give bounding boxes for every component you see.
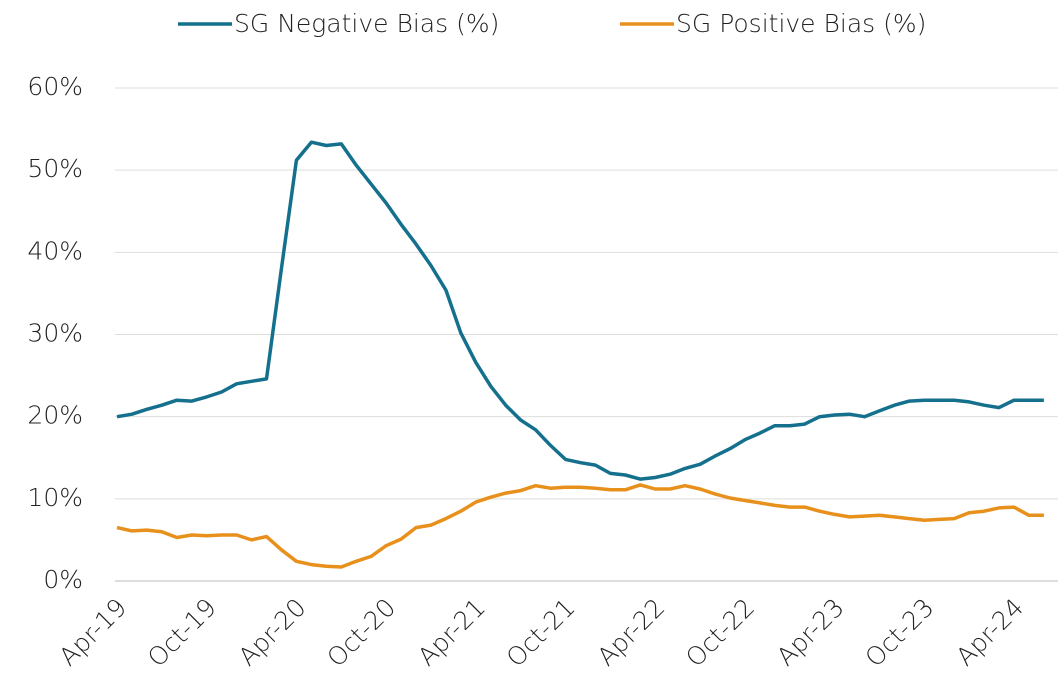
x-tick-label: Apr-22: [592, 593, 671, 672]
x-tick-label: Oct-21: [501, 593, 581, 673]
x-tick-label: Apr-21: [412, 593, 491, 672]
y-tick-label: 0%: [43, 565, 83, 594]
x-tick-label: Apr-24: [950, 593, 1029, 672]
x-tick-label: Apr-19: [53, 593, 132, 672]
x-tick-label: Apr-23: [771, 593, 850, 672]
x-tick-label: Oct-20: [321, 593, 401, 673]
y-tick-label: 40%: [27, 236, 83, 265]
y-tick-label: 20%: [27, 401, 83, 430]
y-tick-label: 60%: [27, 72, 83, 101]
legend-label: SG Negative Bias (%): [234, 9, 499, 38]
series-line: [116, 140, 1044, 481]
x-tick-label: Oct-22: [680, 593, 760, 673]
series-line: [116, 483, 1044, 569]
y-tick-label: 30%: [27, 319, 83, 348]
legend-label: SG Positive Bias (%): [676, 9, 926, 38]
x-tick-label: Oct-23: [860, 593, 940, 673]
x-tick-label: Oct-19: [142, 593, 222, 673]
x-tick-label: Apr-20: [233, 593, 312, 672]
y-tick-label: 50%: [27, 154, 83, 183]
y-tick-label: 10%: [27, 483, 83, 512]
